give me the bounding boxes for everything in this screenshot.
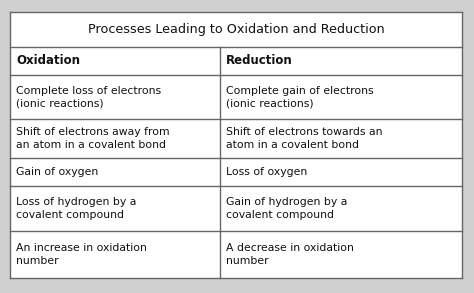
Text: Gain of hydrogen by a
covalent compound: Gain of hydrogen by a covalent compound — [226, 197, 347, 219]
Text: Complete gain of electrons
(ionic reactions): Complete gain of electrons (ionic reacti… — [226, 86, 374, 108]
Text: Complete loss of electrons
(ionic reactions): Complete loss of electrons (ionic reacti… — [16, 86, 161, 108]
Text: Shift of electrons towards an
atom in a covalent bond: Shift of electrons towards an atom in a … — [226, 127, 383, 150]
Text: Reduction: Reduction — [226, 54, 293, 67]
Text: Loss of oxygen: Loss of oxygen — [226, 167, 308, 177]
Text: A decrease in oxidation
number: A decrease in oxidation number — [226, 243, 354, 266]
Text: Shift of electrons away from
an atom in a covalent bond: Shift of electrons away from an atom in … — [16, 127, 170, 150]
Text: Processes Leading to Oxidation and Reduction: Processes Leading to Oxidation and Reduc… — [88, 23, 384, 36]
Text: Gain of oxygen: Gain of oxygen — [16, 167, 98, 177]
Text: An increase in oxidation
number: An increase in oxidation number — [16, 243, 147, 266]
Text: Loss of hydrogen by a
covalent compound: Loss of hydrogen by a covalent compound — [16, 197, 137, 219]
Text: Oxidation: Oxidation — [16, 54, 80, 67]
